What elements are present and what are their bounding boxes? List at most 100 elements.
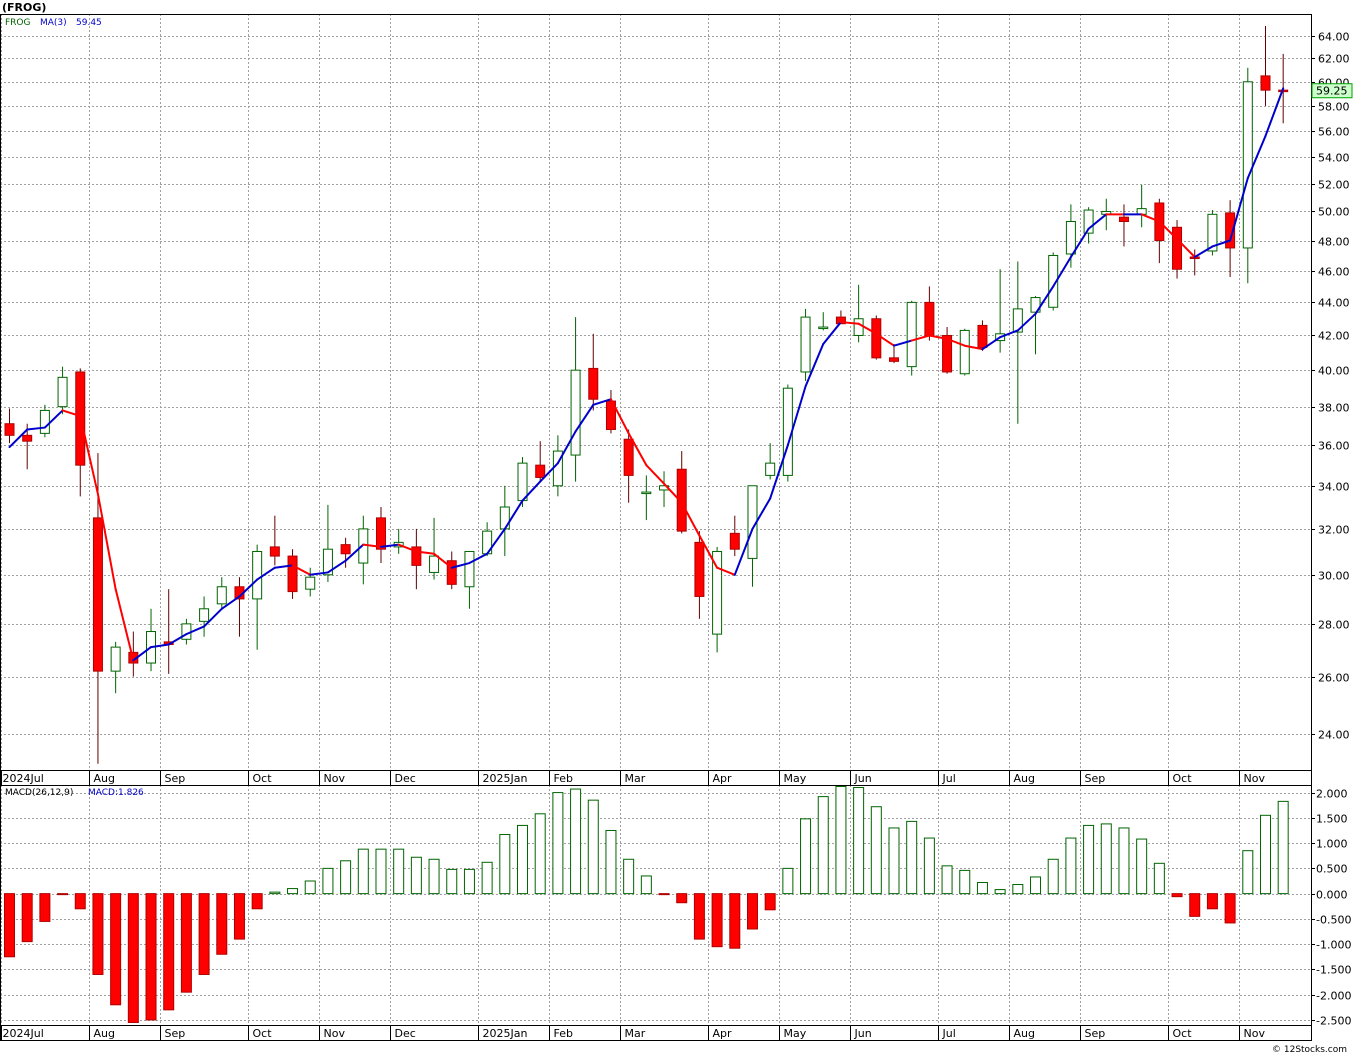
xtick-label-macd: 2025Jan: [483, 1027, 528, 1040]
ma-segment: [450, 562, 471, 569]
ma-segment: [415, 550, 436, 555]
candle: [1260, 25, 1271, 106]
xtick-label-macd: Jul: [942, 1027, 956, 1040]
ma-segment: [1087, 213, 1108, 230]
candle: [57, 366, 68, 415]
candle-body: [641, 491, 652, 495]
candle: [906, 300, 917, 376]
candle-body: [1012, 308, 1023, 333]
candle-body: [411, 546, 422, 566]
xtick-label-price: Aug: [94, 772, 115, 785]
candle-body: [942, 334, 953, 373]
xtick-label-macd: Mar: [625, 1027, 646, 1040]
macd-bar: [393, 848, 405, 895]
candle: [942, 327, 953, 374]
ma-segment: [1069, 227, 1090, 258]
candle-body: [1083, 209, 1094, 234]
macd-bar: [959, 869, 971, 895]
candle: [464, 550, 475, 609]
macd-bar: [994, 889, 1006, 895]
macd-bar: [570, 788, 582, 895]
macd-ytick-label: 1.000: [1316, 838, 1348, 851]
candle: [676, 451, 687, 534]
macd-bar: [711, 893, 723, 948]
macd-ytick-label: 0.000: [1316, 889, 1348, 902]
candle-body: [818, 326, 829, 330]
candle-body: [712, 550, 723, 635]
xtick-label-price: May: [784, 772, 807, 785]
macd-bar: [817, 796, 829, 895]
ma-segment: [8, 428, 29, 449]
candle-body: [305, 576, 316, 590]
ma-segment: [79, 415, 99, 496]
macd-bar: [782, 867, 794, 895]
macd-bar: [180, 893, 192, 993]
price-ytick-label: 48.00: [1318, 236, 1350, 249]
macd-bar: [92, 893, 104, 975]
macd-bar: [1083, 824, 1095, 895]
macd-bar: [110, 893, 122, 1006]
axes: 24.00 26.00 28.00 30.00 32.00 34.00 36.00 38.00…: [0, 14, 1351, 1041]
macd-bar: [906, 820, 918, 895]
xtick-label-price: 2024Jul: [3, 772, 44, 785]
candle: [305, 567, 316, 597]
ma-segment: [379, 543, 400, 548]
macd-bar: [605, 829, 617, 895]
candle: [959, 328, 970, 376]
macd-bar: [216, 893, 228, 955]
ma-segment: [999, 329, 1019, 339]
macd-bar: [1065, 837, 1077, 895]
legend-macd-label: MACD(26,12,9): [5, 788, 73, 798]
ma-segment: [839, 321, 860, 325]
candle: [729, 515, 740, 557]
candle-body: [22, 434, 33, 442]
candle: [800, 308, 811, 381]
macd-bar: [163, 893, 175, 1011]
candle: [641, 475, 652, 521]
ma-segment: [1264, 87, 1285, 137]
ma-segment: [893, 339, 913, 347]
ma-segment: [291, 564, 312, 576]
candle: [889, 343, 899, 364]
macd-bar: [357, 848, 369, 895]
macd-bar: [1277, 800, 1289, 895]
candle-body: [871, 318, 882, 359]
ma-segment: [362, 543, 382, 548]
candle: [375, 507, 386, 564]
macd-bar: [1206, 893, 1218, 910]
macd-bar: [1100, 823, 1112, 895]
macd-bar: [251, 893, 263, 910]
candle: [110, 641, 121, 694]
candle-body: [110, 646, 121, 672]
xaxis-strip-1: [0, 770, 1312, 786]
macd-bar: [145, 893, 157, 1021]
candle-body: [375, 517, 386, 550]
macd-bar: [888, 827, 900, 895]
candle: [712, 546, 723, 653]
xtick-label-price: Nov: [1244, 772, 1266, 785]
candle: [92, 453, 103, 764]
xtick-label-macd: Nov: [1244, 1027, 1266, 1040]
price-ytick-label: 56.00: [1318, 126, 1350, 139]
xtick-label-price: Dec: [395, 772, 416, 785]
macd-bar: [304, 880, 316, 895]
macd-ytick-label: -1.000: [1316, 939, 1351, 952]
price-ytick-label: 44.00: [1318, 297, 1350, 310]
ma-segment: [309, 571, 329, 576]
candle-body: [340, 544, 351, 555]
macd-bar: [1047, 858, 1059, 895]
macd-ytick-label: 0.500: [1316, 863, 1348, 876]
candle: [199, 596, 210, 637]
ma-segment: [1140, 213, 1161, 223]
macd-bar: [853, 787, 865, 895]
candle-body: [1225, 212, 1236, 249]
candle: [818, 312, 829, 331]
xtick-label-price: Sep: [165, 772, 186, 785]
macd-bar: [481, 861, 493, 895]
candle: [694, 531, 705, 619]
candle-body: [517, 462, 528, 502]
candle: [1172, 220, 1183, 279]
xtick-label-price: Jun: [854, 772, 872, 785]
ma-segment: [1034, 285, 1055, 315]
candle: [4, 408, 15, 444]
